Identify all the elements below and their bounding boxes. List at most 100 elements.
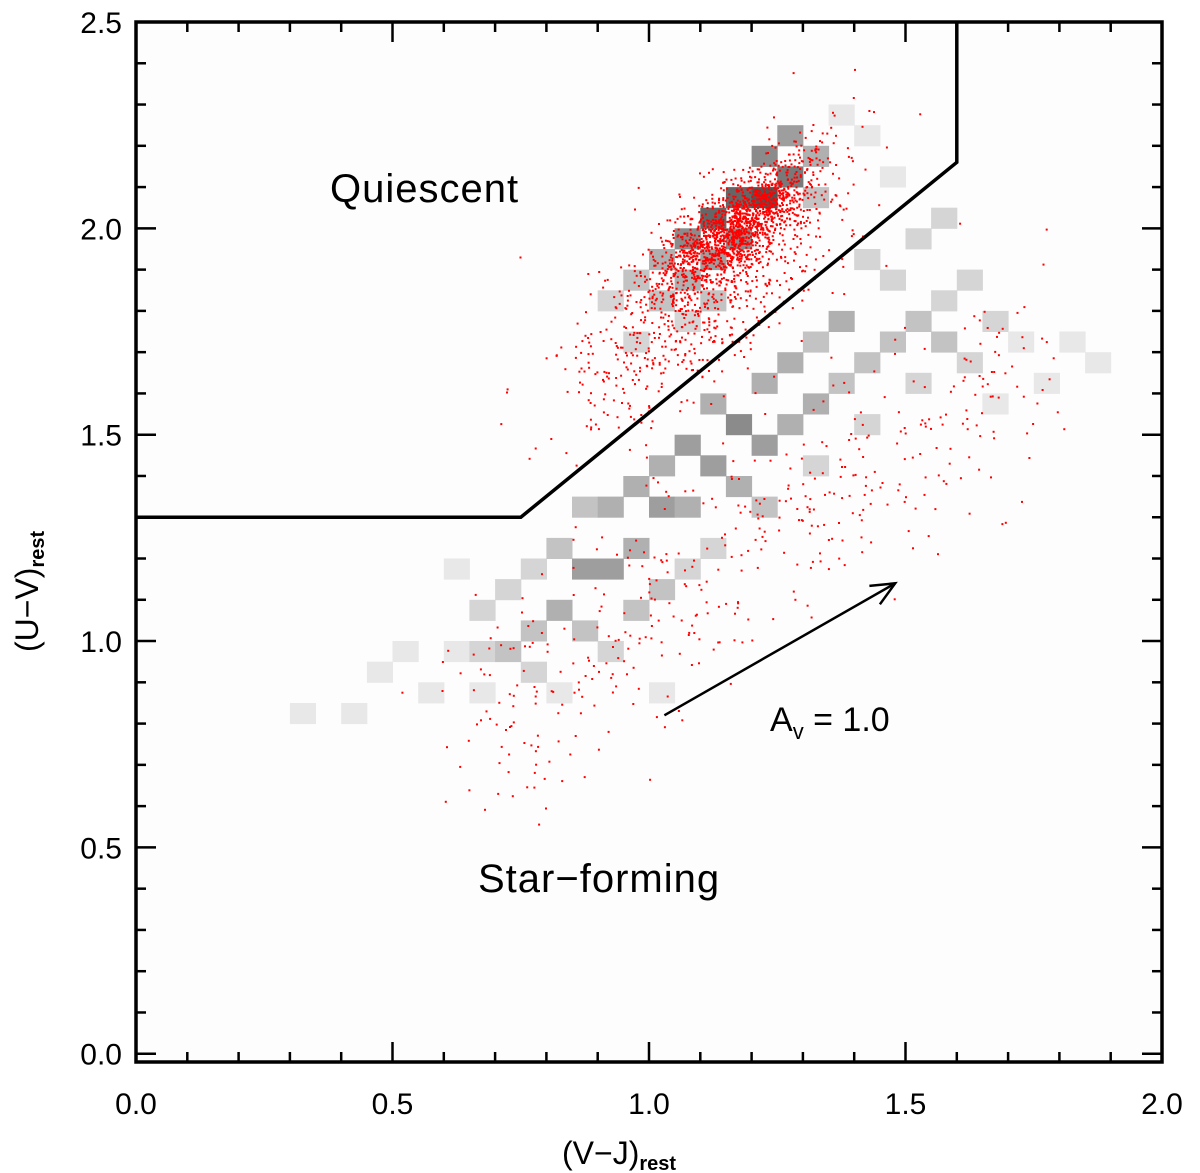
scatter-point [751, 254, 754, 256]
scatter-point [638, 642, 641, 645]
scatter-point [733, 248, 736, 250]
scatter-point [771, 292, 773, 295]
scatter-point [685, 585, 688, 588]
scatter-point [703, 225, 706, 228]
scatter-point [734, 231, 736, 234]
scatter-point [858, 448, 861, 451]
scatter-point [497, 792, 500, 795]
density-bin [802, 187, 830, 209]
scatter-point [757, 262, 760, 265]
scatter-point [717, 307, 720, 310]
density-bin [520, 661, 547, 683]
scatter-point [693, 241, 696, 244]
scatter-point [639, 270, 642, 273]
scatter-point [723, 231, 726, 234]
scatter-point [694, 245, 697, 248]
scatter-point [509, 726, 511, 728]
y-tick-label: 1.0 [80, 626, 122, 659]
scatter-point [746, 207, 749, 210]
scatter-point [777, 182, 780, 185]
scatter-point [712, 255, 715, 258]
scatter-point [744, 505, 747, 508]
scatter-point [659, 307, 662, 310]
scatter-point [781, 214, 784, 217]
scatter-point [699, 172, 701, 175]
scatter-point [729, 301, 732, 304]
scatter-point [756, 189, 759, 191]
scatter-point [733, 274, 736, 277]
scatter-point [729, 293, 732, 296]
scatter-point [755, 193, 758, 196]
scatter-point [698, 239, 701, 241]
scatter-point [828, 491, 831, 494]
scatter-point [786, 169, 789, 171]
scatter-point [701, 358, 704, 361]
scatter-point [638, 637, 641, 640]
scatter-point [774, 227, 777, 230]
scatter-point [779, 185, 782, 188]
scatter-point [600, 605, 603, 608]
scatter-point [776, 279, 779, 282]
scatter-point [705, 267, 708, 270]
scatter-point [688, 258, 691, 260]
scatter-point [998, 331, 1001, 334]
scatter-point [965, 358, 968, 361]
scatter-point [986, 327, 989, 329]
scatter-point [590, 333, 593, 336]
scatter-point [740, 233, 743, 236]
scatter-point [830, 356, 833, 359]
scatter-point [682, 249, 685, 252]
scatter-point [712, 297, 715, 300]
scatter-point [897, 489, 900, 492]
scatter-point [736, 188, 739, 191]
scatter-point [848, 391, 851, 394]
scatter-point [727, 207, 730, 210]
scatter-point [761, 266, 764, 269]
scatter-point [782, 194, 785, 197]
scatter-point [898, 483, 901, 486]
scatter-point [650, 637, 653, 640]
density-bin [649, 290, 676, 312]
scatter-point [752, 307, 755, 310]
scatter-point [701, 214, 704, 217]
scatter-point [790, 178, 793, 181]
scatter-point [773, 216, 776, 219]
scatter-point [624, 631, 627, 634]
scatter-point [722, 189, 725, 192]
scatter-point [731, 215, 734, 218]
scatter-point [758, 189, 761, 192]
scatter-point [632, 703, 635, 705]
scatter-point [873, 111, 875, 114]
scatter-point [709, 236, 711, 239]
scatter-point [668, 266, 671, 268]
scatter-point [800, 242, 802, 245]
scatter-point [563, 627, 566, 630]
scatter-point [710, 268, 712, 271]
scatter-point [629, 634, 632, 637]
scatter-point [789, 467, 792, 470]
scatter-point [758, 502, 761, 505]
scatter-point [859, 411, 862, 414]
scatter-point [763, 176, 766, 179]
scatter-point [670, 348, 673, 351]
scatter-point [773, 375, 776, 378]
scatter-point [680, 297, 683, 300]
scatter-point [942, 480, 945, 483]
scatter-point [753, 208, 756, 210]
scatter-point [795, 200, 798, 203]
scatter-point [640, 319, 642, 322]
scatter-point [685, 276, 688, 278]
scatter-point [660, 386, 663, 388]
scatter-point [772, 239, 775, 241]
scatter-point [526, 786, 529, 789]
scatter-point [809, 163, 812, 166]
scatter-point [705, 250, 708, 252]
scatter-point [734, 177, 737, 180]
scatter-point [804, 189, 807, 192]
scatter-point [701, 246, 704, 249]
scatter-point [764, 282, 767, 285]
scatter-point [739, 242, 742, 245]
scatter-point [700, 291, 703, 294]
scatter-point [758, 197, 761, 200]
scatter-point [745, 273, 748, 275]
